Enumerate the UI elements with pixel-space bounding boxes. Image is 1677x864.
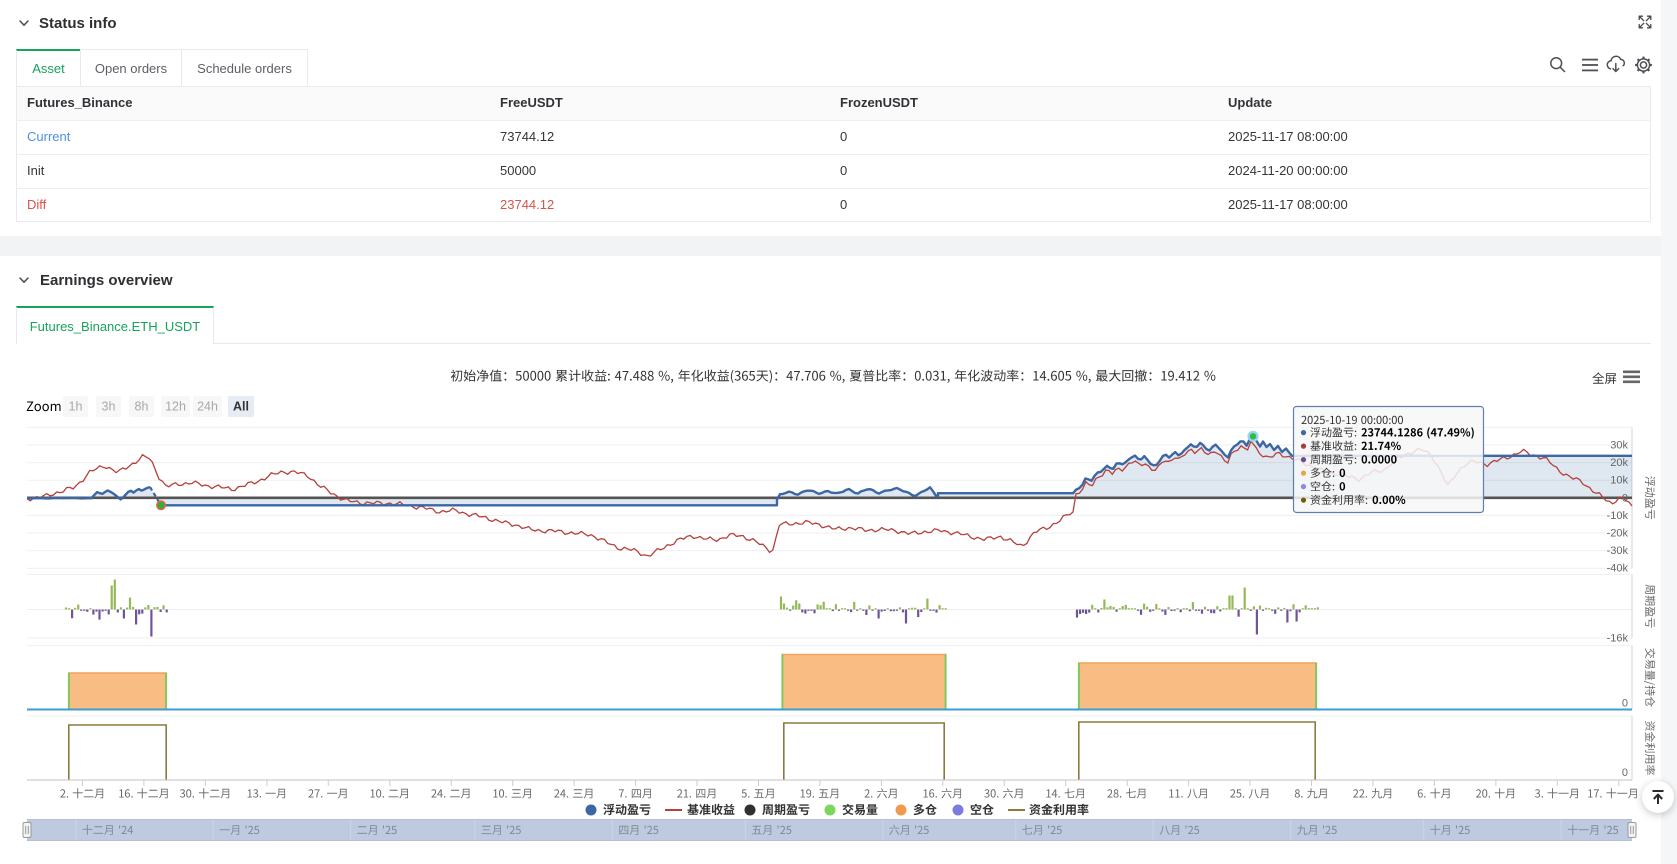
svg-text:0: 0 [1622,492,1628,504]
svg-text:0: 0 [1622,698,1628,710]
svg-text:20k: 20k [1610,457,1628,469]
svg-text:3h: 3h [102,400,116,414]
svg-text:24h: 24h [197,400,218,414]
svg-text:-16k: -16k [1607,633,1629,645]
svg-text:1h: 1h [69,400,83,414]
svg-text:10k: 10k [1610,475,1628,487]
svg-text:0: 0 [1622,767,1628,779]
svg-text:-20k: -20k [1607,528,1629,540]
svg-text:8h: 8h [135,400,149,414]
svg-text:-10k: -10k [1607,510,1629,522]
svg-text:12h: 12h [165,400,186,414]
svg-text:All: All [233,400,249,414]
svg-text:-40k: -40k [1607,563,1629,575]
svg-text:-30k: -30k [1607,545,1629,557]
svg-text:30k: 30k [1610,440,1628,452]
